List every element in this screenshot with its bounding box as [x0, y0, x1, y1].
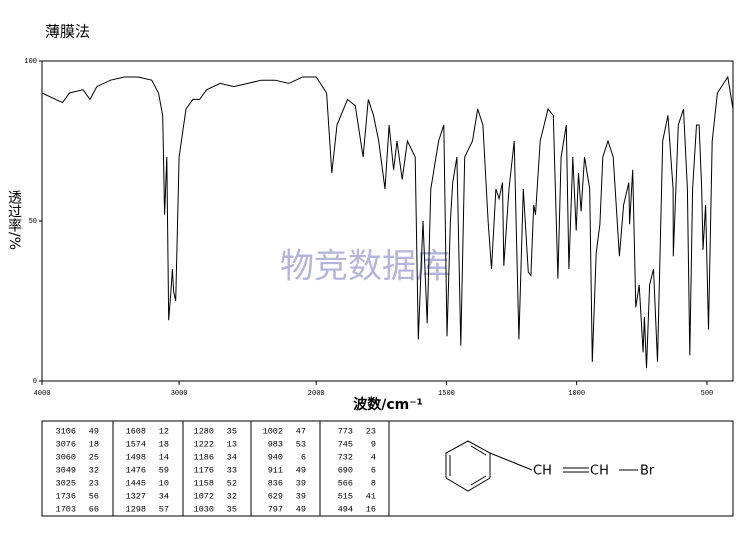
- peak-transmittance: 18: [89, 439, 99, 449]
- peak-wavenumber: 1280: [194, 426, 214, 436]
- peak-wavenumber: 1072: [194, 491, 214, 501]
- peak-wavenumber: 515: [338, 491, 353, 501]
- peak-transmittance: 18: [159, 439, 169, 449]
- x-axis-label: 波数/cm⁻¹: [353, 396, 423, 413]
- peak-transmittance: 6: [371, 465, 376, 475]
- double-bond: [470, 475, 487, 486]
- peak-transmittance: 8: [371, 478, 376, 488]
- peak-wavenumber: 1608: [126, 426, 146, 436]
- peak-transmittance: 34: [227, 452, 237, 462]
- table-dividers: [112, 421, 390, 516]
- peak-wavenumber: 1158: [194, 478, 214, 488]
- x-tick-label: 1500: [438, 390, 455, 398]
- peak-transmittance: 4: [371, 452, 376, 462]
- peak-wavenumber: 3106: [56, 426, 76, 436]
- chart-title: 薄膜法: [45, 23, 90, 41]
- peak-transmittance: 23: [366, 426, 376, 436]
- peak-wavenumber: 3076: [56, 439, 76, 449]
- peak-transmittance: 13: [227, 439, 237, 449]
- peak-transmittance: 6: [301, 452, 306, 462]
- peak-transmittance: 33: [227, 465, 237, 475]
- y-tick-label: 0: [33, 378, 37, 386]
- peak-transmittance: 49: [296, 465, 306, 475]
- peak-transmittance: 35: [227, 504, 237, 514]
- spectrum-line: [41, 75, 734, 369]
- x-tick-label: 500: [701, 390, 714, 398]
- peak-transmittance: 32: [227, 491, 237, 501]
- peak-wavenumber: 1736: [56, 491, 76, 501]
- peak-transmittance: 14: [159, 452, 169, 462]
- peak-wavenumber: 1222: [194, 439, 214, 449]
- peak-transmittance: 16: [366, 504, 376, 514]
- peak-transmittance: 59: [159, 465, 169, 475]
- peak-transmittance: 10: [159, 478, 169, 488]
- peak-wavenumber: 1002: [263, 426, 283, 436]
- bond: [489, 452, 533, 471]
- peak-wavenumber: 1327: [126, 491, 146, 501]
- peak-transmittance: 47: [296, 426, 306, 436]
- peak-transmittance: 9: [371, 439, 376, 449]
- peak-transmittance: 39: [296, 478, 306, 488]
- peak-transmittance: 56: [89, 491, 99, 501]
- peak-transmittance: 35: [227, 426, 237, 436]
- structure-label: CH: [590, 464, 609, 479]
- peak-wavenumber: 797: [268, 504, 283, 514]
- peak-wavenumber: 1498: [126, 452, 146, 462]
- peak-transmittance: 25: [89, 452, 99, 462]
- peak-wavenumber: 629: [268, 491, 283, 501]
- y-tick-label: 100: [24, 58, 37, 66]
- peak-transmittance: 57: [159, 504, 169, 514]
- peak-wavenumber: 3049: [56, 465, 76, 475]
- x-tick-label: 2000: [308, 390, 325, 398]
- peak-wavenumber: 836: [268, 478, 283, 488]
- peak-transmittance: 12: [159, 426, 169, 436]
- x-tick-label: 1000: [568, 390, 585, 398]
- peak-wavenumber: 1176: [194, 465, 214, 475]
- double-bond: [470, 445, 487, 456]
- peak-wavenumber: 1445: [126, 478, 146, 488]
- structure-label: Br: [640, 464, 655, 479]
- peak-wavenumber: 3060: [56, 452, 76, 462]
- peak-wavenumber: 1476: [126, 465, 146, 475]
- x-tick-label: 3000: [171, 390, 188, 398]
- x-tick-label: 4000: [34, 390, 51, 398]
- peak-transmittance: 53: [296, 439, 306, 449]
- structure-label: CH: [533, 464, 552, 479]
- peak-wavenumber: 690: [338, 465, 353, 475]
- peak-wavenumber: 566: [338, 478, 353, 488]
- table-frame: [41, 420, 734, 517]
- peak-wavenumber: 1298: [126, 504, 146, 514]
- peak-transmittance: 52: [227, 478, 237, 488]
- peak-wavenumber: 1186: [194, 452, 214, 462]
- peak-wavenumber: 745: [338, 439, 353, 449]
- peak-wavenumber: 940: [268, 452, 283, 462]
- y-tick-label: 50: [29, 218, 37, 226]
- y-axis-label: 透过率/%: [6, 190, 22, 250]
- peak-transmittance: 34: [159, 491, 169, 501]
- peak-transmittance: 49: [296, 504, 306, 514]
- peak-transmittance: 49: [89, 426, 99, 436]
- benzene-ring: [445, 440, 638, 492]
- peak-transmittance: 23: [89, 478, 99, 488]
- peak-wavenumber: 1703: [56, 504, 76, 514]
- peak-transmittance: 32: [89, 465, 99, 475]
- peak-wavenumber: 1574: [126, 439, 146, 449]
- peak-wavenumber: 732: [338, 452, 353, 462]
- peak-wavenumber: 773: [338, 426, 353, 436]
- peak-transmittance: 41: [366, 491, 376, 501]
- peak-wavenumber: 1030: [194, 504, 214, 514]
- peak-transmittance: 39: [296, 491, 306, 501]
- peak-wavenumber: 983: [268, 439, 283, 449]
- peak-transmittance: 66: [89, 504, 99, 514]
- peak-wavenumber: 494: [338, 504, 353, 514]
- peak-wavenumber: 3025: [56, 478, 76, 488]
- ring: [445, 440, 491, 492]
- peak-wavenumber: 911: [268, 465, 283, 475]
